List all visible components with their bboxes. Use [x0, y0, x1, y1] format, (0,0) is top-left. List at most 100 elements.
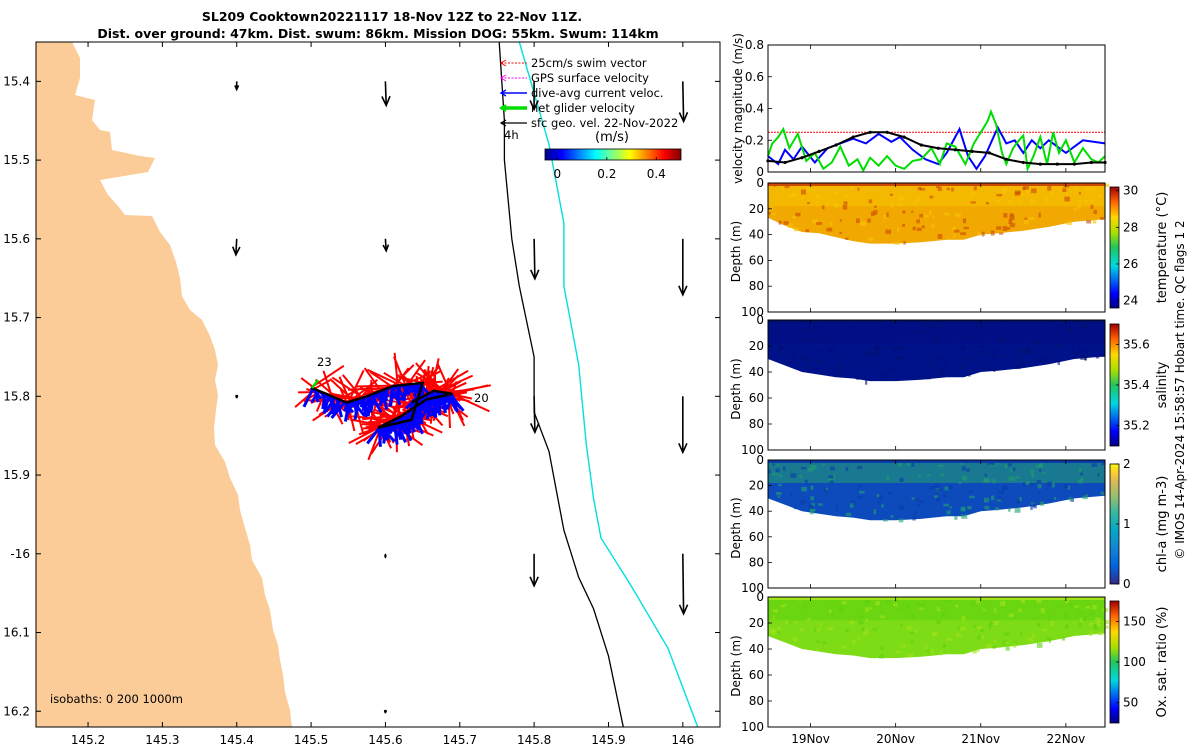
- section-sample: [970, 201, 977, 204]
- swim-vector: [393, 356, 407, 386]
- section-sample: [774, 463, 780, 467]
- map-x-tick-label: 145.5: [294, 733, 328, 747]
- section-sample: [799, 503, 803, 506]
- section-sample: [842, 645, 846, 649]
- section-sample: [1057, 342, 1062, 348]
- time-tick-label: 21Nov: [961, 732, 1000, 746]
- section-sample: [1045, 357, 1050, 362]
- section-sample: [962, 507, 965, 511]
- section-sample: [981, 350, 985, 355]
- section-sample: [936, 185, 941, 189]
- section-sample: [859, 221, 865, 226]
- section-sample: [886, 212, 889, 218]
- section-sample: [1002, 226, 1008, 231]
- section-sample: [942, 612, 946, 616]
- net-glider-velocity-mark: [311, 379, 319, 389]
- section-sample: [1005, 646, 1010, 651]
- section-sample: [960, 347, 966, 351]
- section-sample: [987, 461, 993, 465]
- time-tick-label: 22Nov: [1047, 732, 1086, 746]
- section-sample: [910, 614, 915, 619]
- dive-avg-vector: [403, 383, 413, 397]
- section-sample: [1093, 209, 1097, 214]
- section-sample: [874, 205, 877, 208]
- section-sample: [1100, 491, 1106, 495]
- section-sample: [885, 229, 892, 234]
- section-sample: [946, 637, 953, 641]
- section-sample: [835, 370, 841, 374]
- velocity-point: [800, 156, 804, 160]
- legend-entry: sfc geo. vel. 22-Nov-2022: [499, 116, 678, 130]
- section-sample: [836, 504, 839, 508]
- section-sample: [835, 507, 838, 512]
- section-sample: [1042, 472, 1046, 475]
- section-sample: [865, 380, 868, 385]
- isobath-1000m: [518, 42, 699, 727]
- section-sample: [845, 237, 849, 240]
- section-sample: [963, 226, 969, 230]
- section-sample: [883, 214, 887, 220]
- depth-tick-label: 100: [741, 305, 764, 319]
- colorbar-label: temperature (°C): [1155, 192, 1170, 304]
- colorbar-tick-label: 35.4: [1123, 378, 1150, 392]
- section-sample: [986, 643, 992, 648]
- section-sample: [1085, 605, 1090, 609]
- sfc-geo-arrow: [381, 81, 391, 108]
- section-sample: [1047, 186, 1052, 191]
- section-sample: [1018, 608, 1022, 613]
- section-sample: [1066, 602, 1072, 606]
- section-sample: [1040, 463, 1043, 468]
- section-sample: [1042, 628, 1047, 632]
- section-sample: [868, 363, 872, 367]
- section-sample: [897, 227, 900, 232]
- time-tick-label: 19Nov: [791, 732, 830, 746]
- section-sample: [929, 195, 934, 199]
- section-sample: [1089, 631, 1093, 636]
- section-sample: [880, 646, 884, 651]
- section-sample: [995, 334, 1002, 338]
- section-sample: [918, 607, 924, 610]
- section-sample: [868, 199, 873, 204]
- section-sample: [946, 510, 951, 515]
- section-sample: [1058, 323, 1063, 327]
- dive-avg-vector: [428, 392, 440, 410]
- dive-avg-vector: [413, 382, 423, 394]
- section-sample: [776, 492, 782, 495]
- section-sample: [992, 479, 996, 484]
- section-sample: [1002, 189, 1007, 194]
- section-sample: [1097, 631, 1104, 636]
- section-sample: [1031, 188, 1037, 194]
- section-sample: [816, 359, 821, 364]
- section-sample: [977, 232, 981, 236]
- section-sample: [848, 186, 854, 190]
- section-sample: [778, 344, 784, 349]
- section-sample: [1066, 221, 1072, 226]
- velocity-point: [987, 151, 991, 155]
- colorbar-tick-label: 26: [1123, 257, 1138, 271]
- depth-tick-label: 100: [741, 720, 764, 734]
- section-sample: [892, 602, 898, 607]
- velocity-colorbar-ticks: 0 0.2 0.4: [554, 157, 666, 181]
- section-sample: [960, 356, 966, 360]
- section-sample: [790, 493, 793, 498]
- section-sample: [954, 229, 960, 233]
- section-sample: [952, 226, 956, 231]
- depth-tick-label: 0: [756, 176, 764, 190]
- section-sample: [828, 347, 832, 352]
- section-sample: [990, 230, 995, 236]
- section-sample: [991, 355, 996, 358]
- section-sample: [894, 242, 900, 245]
- section-sample: [1087, 330, 1093, 335]
- section-sample: [943, 503, 949, 507]
- section-sample: [845, 512, 852, 517]
- depth-tick-label: 40: [749, 642, 764, 656]
- sfc-geo-arrow: [678, 396, 688, 455]
- legend-label: GPS surface velocity: [531, 71, 649, 85]
- section-sample: [1101, 461, 1105, 466]
- depth-tick-label: 100: [741, 443, 764, 457]
- section-sample: [1038, 357, 1042, 362]
- depth-tick-label: 40: [749, 504, 764, 518]
- depth-tick-label: 60: [749, 530, 764, 544]
- section-sample: [973, 624, 976, 628]
- map-x-tick-label: 145.3: [145, 733, 179, 747]
